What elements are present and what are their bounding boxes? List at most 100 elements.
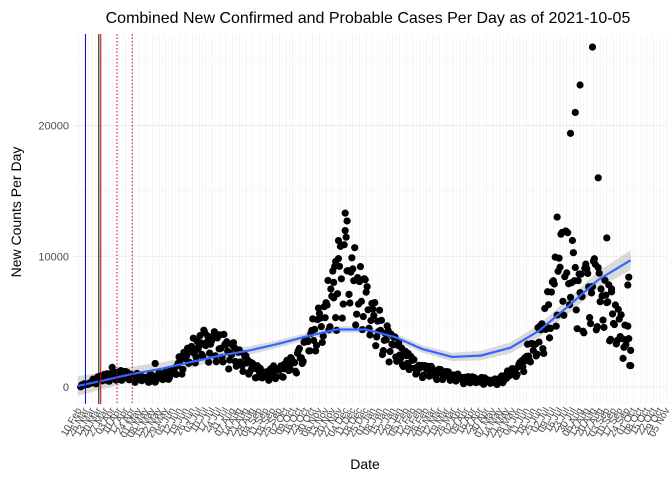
data-point bbox=[352, 321, 360, 329]
data-point bbox=[584, 269, 592, 278]
data-point bbox=[239, 367, 247, 376]
data-point bbox=[576, 81, 584, 89]
data-point bbox=[546, 324, 555, 333]
data-point bbox=[151, 359, 159, 368]
data-point bbox=[614, 305, 622, 313]
data-point bbox=[564, 229, 572, 237]
data-point bbox=[286, 364, 294, 372]
data-point bbox=[179, 365, 187, 373]
data-point bbox=[220, 330, 228, 339]
data-point bbox=[617, 311, 625, 319]
data-point bbox=[625, 335, 633, 343]
data-point bbox=[540, 349, 548, 358]
data-point bbox=[433, 376, 441, 384]
data-point bbox=[571, 263, 579, 272]
data-point bbox=[608, 310, 617, 318]
data-point bbox=[370, 311, 378, 320]
data-point bbox=[372, 342, 380, 350]
data-point bbox=[610, 320, 619, 329]
data-point bbox=[314, 304, 323, 312]
data-point bbox=[340, 241, 348, 249]
data-point bbox=[544, 301, 553, 309]
data-point bbox=[334, 236, 343, 245]
data-point bbox=[279, 373, 287, 381]
data-point bbox=[192, 353, 200, 361]
data-point bbox=[604, 298, 612, 306]
data-point bbox=[256, 364, 264, 372]
data-point bbox=[205, 358, 213, 366]
data-point bbox=[395, 338, 403, 346]
data-point bbox=[225, 365, 233, 373]
y-axis-title: New Counts Per Day bbox=[8, 147, 24, 278]
data-point bbox=[607, 335, 615, 343]
data-point bbox=[311, 325, 319, 333]
data-point bbox=[550, 280, 558, 288]
data-point bbox=[594, 263, 602, 272]
data-point bbox=[304, 338, 312, 346]
data-point bbox=[382, 336, 390, 344]
data-point bbox=[357, 297, 366, 305]
data-point bbox=[594, 174, 602, 182]
data-point bbox=[586, 319, 595, 328]
data-point bbox=[145, 378, 154, 386]
data-point bbox=[338, 314, 346, 322]
grid bbox=[74, 34, 671, 404]
data-point bbox=[342, 233, 350, 241]
data-point bbox=[577, 270, 585, 278]
data-point bbox=[311, 347, 320, 355]
reference-lines bbox=[84, 34, 133, 404]
data-point bbox=[385, 358, 393, 366]
data-point bbox=[332, 314, 340, 322]
data-point bbox=[272, 373, 281, 381]
chart-title: Combined New Confirmed and Probable Case… bbox=[106, 10, 631, 27]
data-point bbox=[571, 108, 579, 117]
data-point bbox=[419, 371, 428, 379]
data-point bbox=[627, 346, 635, 354]
data-point bbox=[366, 331, 374, 339]
data-point bbox=[377, 316, 386, 324]
data-point bbox=[520, 367, 528, 376]
data-point bbox=[292, 369, 301, 377]
data-point bbox=[568, 236, 577, 245]
data-point bbox=[324, 276, 332, 285]
data-point bbox=[318, 338, 326, 347]
data-point bbox=[624, 322, 632, 330]
data-point bbox=[321, 314, 329, 322]
data-point bbox=[219, 358, 227, 366]
data-point bbox=[172, 370, 180, 379]
data-point bbox=[348, 254, 356, 262]
data-point bbox=[596, 298, 604, 306]
data-point bbox=[547, 288, 556, 296]
data-point bbox=[312, 341, 321, 349]
y-axis: 0 10000 20000 bbox=[38, 121, 69, 394]
data-point bbox=[223, 338, 231, 346]
data-point bbox=[332, 257, 340, 266]
data-point bbox=[359, 312, 367, 321]
data-point bbox=[553, 213, 561, 221]
data-point bbox=[343, 217, 351, 225]
data-point bbox=[572, 306, 580, 314]
data-point bbox=[627, 362, 635, 370]
data-point bbox=[363, 283, 371, 291]
data-point bbox=[396, 354, 405, 363]
data-point bbox=[323, 301, 331, 309]
data-point bbox=[369, 305, 377, 313]
data-point bbox=[341, 226, 349, 235]
data-point bbox=[595, 269, 603, 277]
data-point bbox=[552, 322, 560, 330]
data-point bbox=[593, 323, 601, 331]
data-points bbox=[77, 43, 635, 391]
x-axis-title: Date bbox=[350, 456, 380, 472]
data-point bbox=[600, 323, 608, 332]
data-point bbox=[607, 285, 616, 293]
data-point bbox=[624, 281, 632, 289]
trend-line bbox=[77, 259, 632, 388]
data-point bbox=[346, 299, 354, 307]
data-point bbox=[560, 311, 568, 319]
data-point bbox=[319, 332, 327, 340]
data-point bbox=[586, 314, 594, 322]
data-point bbox=[341, 209, 349, 217]
